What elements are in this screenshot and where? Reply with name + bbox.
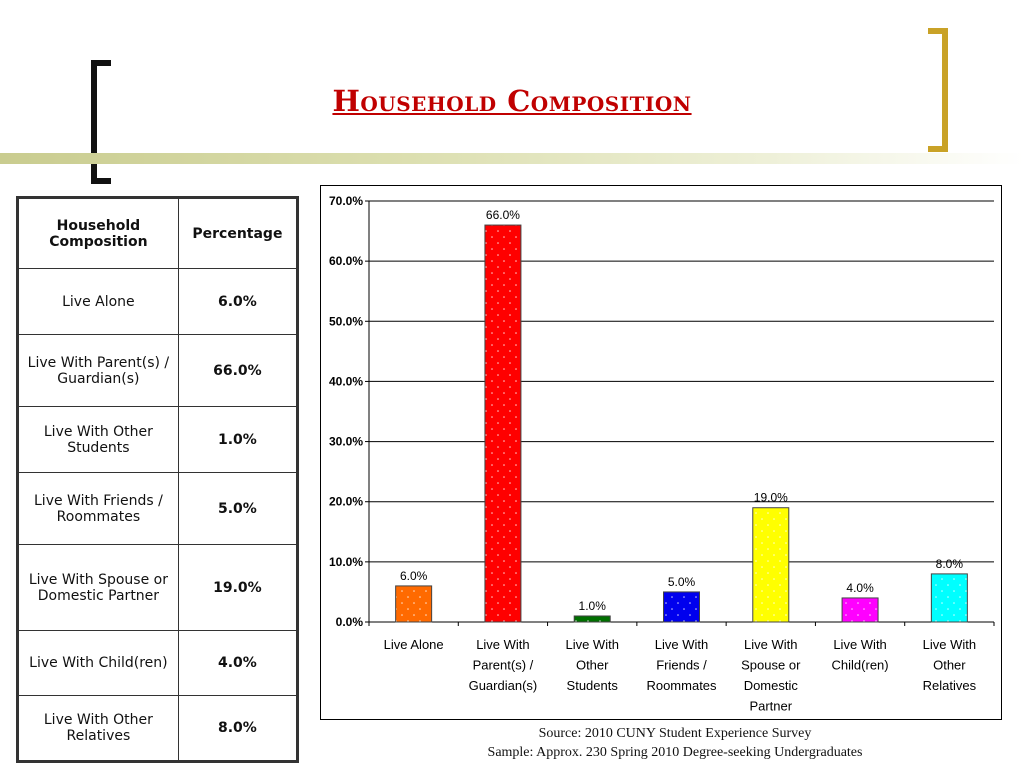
x-category-label-line: Live With — [565, 637, 618, 652]
table-row: Live With Other Students 1.0% — [17, 406, 299, 473]
data-label: 66.0% — [486, 208, 520, 222]
table-header-percentage: Percentage — [177, 197, 299, 269]
table-row: Live With Spouse or Domestic Partner 19.… — [17, 544, 299, 631]
right-bracket-decoration — [928, 28, 948, 152]
x-category-label-line: Live With — [476, 637, 529, 652]
source-line: Source: 2010 CUNY Student Experience Sur… — [538, 726, 812, 741]
table-cell-label: Live With Other Students — [17, 406, 179, 473]
x-category-label-line: Live With — [923, 637, 976, 652]
x-category-label: Live With Child(ren) — [832, 637, 889, 673]
bar — [573, 615, 611, 623]
x-category-label-line: Live Alone — [384, 637, 444, 652]
page-title: Household Composition — [332, 84, 692, 118]
y-tick-label: 50.0% — [329, 314, 363, 328]
table-row: Live With Other Relatives 8.0% — [17, 695, 299, 762]
data-label: 1.0% — [579, 599, 607, 613]
data-label: 4.0% — [846, 581, 874, 595]
x-category-label-line: Child(ren) — [832, 658, 889, 673]
table-header-row: Household Composition Percentage — [17, 197, 299, 269]
sample-line: Sample: Approx. 230 Spring 2010 Degree-s… — [487, 745, 863, 760]
x-category-label-line: Students — [567, 678, 619, 693]
x-category-label-line: Parent(s) / — [473, 658, 534, 673]
y-tick-label: 40.0% — [329, 374, 363, 388]
table-cell-value: 6.0% — [177, 268, 299, 335]
data-label: 19.0% — [754, 491, 788, 505]
y-tick-label: 60.0% — [329, 254, 363, 268]
table-cell-value: 1.0% — [177, 406, 299, 473]
table-cell-value: 5.0% — [177, 472, 299, 545]
table-cell-value: 66.0% — [177, 334, 299, 407]
table-header-composition: Household Composition — [17, 197, 179, 269]
table-cell-value: 4.0% — [177, 630, 299, 696]
data-label: 8.0% — [936, 557, 964, 571]
table-cell-value: 19.0% — [177, 544, 299, 631]
table-row: Live Alone 6.0% — [17, 268, 299, 335]
x-category-label: Live Alone — [384, 637, 444, 652]
x-category-label-line: Partner — [749, 699, 792, 714]
data-label: 5.0% — [668, 575, 696, 589]
left-bracket-decoration — [91, 60, 111, 184]
household-table: Household Composition Percentage Live Al… — [16, 196, 299, 763]
bar — [663, 591, 700, 623]
x-category-label: Live With Other Relatives — [923, 637, 977, 693]
y-tick-label: 30.0% — [329, 435, 363, 449]
x-category-label-line: Other — [933, 658, 966, 673]
y-tick-label: 10.0% — [329, 555, 363, 569]
x-category-label-line: Domestic — [744, 678, 799, 693]
bar — [484, 224, 522, 623]
chart-canvas: 0.0% 10.0% 20.0% 30.0% 40.0% 50.0% 60.0% 70.0% 6… — [329, 194, 995, 714]
table-cell-label: Live Alone — [17, 268, 179, 335]
table-row: Live With Child(ren) 4.0% — [17, 630, 299, 696]
x-category-label-line: Roommates — [646, 678, 717, 693]
x-category-label-line: Live With — [833, 637, 886, 652]
table-cell-label: Live With Parent(s) / Guardian(s) — [17, 334, 179, 407]
table-row: Live With Friends / Roommates 5.0% — [17, 472, 299, 545]
bar — [752, 507, 790, 623]
bar — [395, 585, 433, 623]
bar-chart: 0.0% 10.0% 20.0% 30.0% 40.0% 50.0% 60.0% 70.0% 6… — [320, 185, 1002, 720]
table-row: Live With Parent(s) / Guardian(s) 66.0% — [17, 334, 299, 407]
source-note: Source: 2010 CUNY Student Experience Sur… — [400, 724, 950, 762]
data-label: 6.0% — [400, 569, 428, 583]
x-category-label-line: Live With — [655, 637, 708, 652]
header-stripe — [0, 153, 1024, 164]
y-tick-label: 0.0% — [336, 615, 364, 629]
table-cell-label: Live With Other Relatives — [17, 695, 179, 762]
x-category-label: Live With Spouse or Domestic Partner — [741, 637, 801, 714]
x-category-label: Live With Other Students — [565, 637, 618, 693]
table-cell-label: Live With Child(ren) — [17, 630, 179, 696]
y-tick-label: 20.0% — [329, 495, 363, 509]
x-category-label-line: Relatives — [923, 678, 977, 693]
bar — [930, 573, 968, 623]
table-cell-label: Live With Spouse or Domestic Partner — [17, 544, 179, 631]
x-category-label: Live With Friends / Roommates — [646, 637, 717, 693]
x-category-label-line: Live With — [744, 637, 797, 652]
x-category-label-line: Spouse or — [741, 658, 801, 673]
x-category-label-line: Friends / — [656, 658, 707, 673]
bar — [841, 597, 879, 623]
table-cell-label: Live With Friends / Roommates — [17, 472, 179, 545]
table-cell-value: 8.0% — [177, 695, 299, 762]
x-category-label-line: Other — [576, 658, 609, 673]
x-category-label: Live With Parent(s) / Guardian(s) — [469, 637, 538, 693]
y-tick-label: 70.0% — [329, 194, 363, 208]
x-category-label-line: Guardian(s) — [469, 678, 538, 693]
